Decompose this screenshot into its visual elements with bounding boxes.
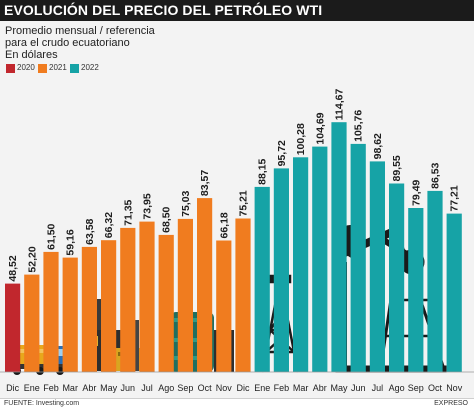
bar-22 [408,208,424,372]
x-tick-label-16: Mar [293,383,309,393]
subtitle-line-3: En dólares [5,49,58,61]
x-tick-label-2: Ene [24,383,40,393]
x-tick-label-11: Oct [198,383,213,393]
bar-15 [273,168,289,372]
bar-20 [369,161,385,372]
value-label-9: 68,50 [161,206,173,232]
x-tick-label-8: Jul [141,383,153,393]
x-tick-label-19: Jun [351,383,366,393]
value-label-3: 61,50 [46,223,58,249]
value-label-14: 88,15 [257,158,269,184]
x-tick-label-24: Nov [446,383,463,393]
bar-14 [254,186,270,372]
bar-7 [120,227,136,372]
bar-8 [139,221,155,372]
value-label-23: 86,53 [430,162,442,188]
legend-label-2021: 2021 [49,63,67,72]
x-tick-label-5: Abr [82,383,96,393]
bar-10 [177,218,193,372]
value-label-18: 114,67 [334,89,346,121]
legend-label-2020: 2020 [17,63,35,72]
bars-group [5,122,462,372]
bar-6 [101,240,117,372]
bar-17 [312,146,328,372]
x-tick-label-20: Jul [372,383,384,393]
x-axis-tick-labels: Dic Ene Feb Mar Abr May Jun Jul Ago Sep Oct Nov Dic E… [6,383,463,393]
x-tick-label-21: Ago [389,383,405,393]
bar-3 [43,251,59,372]
subtitle-line-1: Promedio mensual / referencia [5,25,155,37]
chart-title: EVOLUCIÓN DEL PRECIO DEL PETRÓLEO WTI [4,2,323,18]
subtitle-line-2: para el crudo ecuatoriano [5,37,130,49]
x-tick-label-14: Ene [254,383,270,393]
value-label-17: 104,69 [314,112,326,144]
value-labels-group: 48,52 52,20 61,50 59,16 63,58 66,32 71,35 73,95… [7,89,461,282]
value-label-19: 105,76 [353,110,365,142]
x-tick-label-10: Sep [177,383,193,393]
publisher-credit: EXPRESO [434,400,468,407]
x-tick-label-22: Sep [408,383,424,393]
x-tick-label-12: Nov [216,383,233,393]
bar-19 [350,143,366,372]
x-tick-label-23: Oct [428,383,443,393]
value-label-22: 79,49 [410,180,422,206]
legend-label-2022: 2022 [81,63,99,72]
value-label-5: 63,58 [84,218,96,244]
value-label-8: 73,95 [142,193,154,219]
bar-2 [24,274,40,372]
source-note: FUENTE: Investing.com [4,400,80,407]
value-label-16: 100,28 [295,123,307,155]
bar-12 [216,240,232,372]
bar-9 [158,234,174,372]
x-tick-label-17: Abr [313,383,327,393]
x-tick-label-1: Dic [6,383,19,393]
x-tick-label-18: May [330,383,348,393]
value-label-13: 75,21 [238,190,250,216]
value-label-10: 75,03 [180,190,192,216]
value-label-11: 83,57 [199,170,211,196]
value-label-12: 66,18 [218,212,230,238]
bar-18 [331,122,347,372]
footer: FUENTE: Investing.com EXPRESO [0,398,474,412]
value-label-24: 77,21 [449,185,461,211]
value-label-6: 66,32 [103,212,115,238]
x-tick-label-4: Mar [62,383,78,393]
value-label-1: 48,52 [7,255,19,281]
bar-1 [5,283,21,372]
x-tick-label-6: May [100,383,118,393]
x-tick-label-7: Jun [121,383,136,393]
title-bar: EVOLUCIÓN DEL PRECIO DEL PETRÓLEO WTI [0,0,474,21]
legend-swatch-2021 [38,64,47,73]
legend-swatch-2020 [6,64,15,73]
bar-21 [389,183,405,372]
value-label-4: 59,16 [65,229,77,255]
bar-13 [235,218,251,372]
bar-16 [293,157,309,372]
bar-4 [62,257,78,372]
value-label-7: 71,35 [122,199,134,225]
x-tick-label-9: Ago [158,383,174,393]
value-label-2: 52,20 [26,246,38,272]
bar-chart: 48,52 52,20 61,50 59,16 63,58 66,32 71,35 73,95… [0,89,474,393]
legend-swatch-2022 [70,64,79,73]
x-tick-label-3: Feb [43,383,59,393]
bar-24 [446,213,462,372]
x-tick-label-15: Feb [274,383,290,393]
bar-23 [427,190,443,372]
bar-11 [197,198,213,372]
value-label-20: 98,62 [372,133,384,159]
x-tick-label-13: Dic [237,383,250,393]
value-label-15: 95,72 [276,140,288,166]
bar-5 [81,246,97,372]
value-label-21: 89,55 [391,155,403,181]
